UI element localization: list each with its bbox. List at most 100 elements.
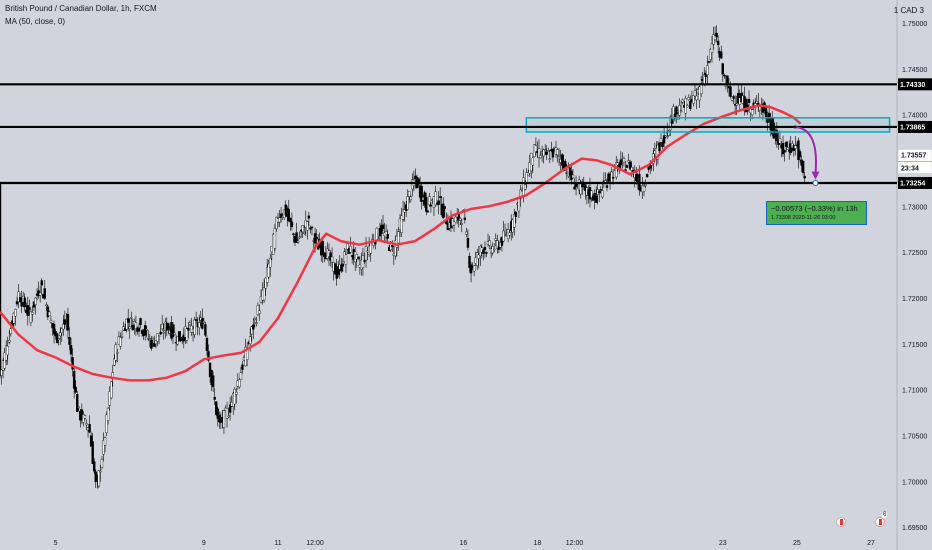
candle-up [157,335,161,337]
candle-down [295,232,298,243]
candle-up [615,161,618,178]
x-tick-label: 9 [202,540,206,547]
candle-up [556,149,559,156]
candle-up [750,109,754,116]
chart-title: British Pound / Canadian Dollar, 1h, FXC… [5,4,157,13]
candle-down [194,319,198,321]
candle-down [726,75,729,84]
economic-event-flag-icon[interactable] [836,517,847,527]
candle-down [341,263,345,267]
candle-up [239,372,243,380]
projection-arrow[interactable] [794,125,818,174]
candle-up [408,191,411,197]
candle-down [315,237,318,240]
candle-up [34,297,37,305]
candle-up [687,97,691,100]
candle-up [106,407,110,421]
candle-up [493,248,496,251]
candle-down [357,257,360,259]
candle-down [68,337,71,345]
candle-down [363,260,366,262]
measure-anchor-point[interactable] [812,179,819,186]
candle-up [193,319,196,336]
candle-up [401,209,405,220]
candle-down [675,106,678,115]
candle-down [216,408,219,419]
candle-up [253,318,257,320]
candle-down [767,112,771,121]
candle-up [255,322,258,324]
candle-up [679,110,683,112]
candle-up [3,352,6,369]
candle-down [290,221,294,228]
axis-info-badge [897,148,932,162]
candle-up [659,137,663,143]
candle-up [397,231,400,244]
candle-up [543,149,547,151]
candle-down [329,252,332,261]
candle-down [381,224,385,229]
y-tick-label: 1.71000 [902,388,927,395]
candle-down [720,51,723,59]
candle-down [215,401,218,415]
candle-up [238,379,241,388]
candle-down [153,343,156,347]
candle-down [337,267,340,276]
candle-up [330,256,334,263]
candle-down [69,345,73,355]
candle-down [783,150,786,153]
axis-info-text: 23:34 [901,165,919,172]
candle-down [707,61,711,63]
candle-down [66,313,70,331]
candle-up [460,223,463,225]
candle-down [219,421,223,423]
axis-info-badge [897,161,932,174]
price-label-badge [898,176,932,189]
candle-up [502,230,505,242]
candle-down [721,63,724,75]
resistance-zone-rectangle[interactable] [525,117,891,133]
economic-event-flag-icon[interactable] [875,517,885,527]
candle-down [88,424,91,433]
candle-up [664,135,667,138]
candle-up [120,335,124,338]
candle-up [148,338,152,340]
candle-up [794,145,797,149]
candle-down [599,188,602,191]
candle-down [781,142,785,155]
x-tick-label: 16 [459,540,467,547]
candle-down [443,206,446,209]
candle-up [695,95,698,101]
candle-down [551,148,555,158]
indicator-legend[interactable]: MA (50, close, 0) [5,17,66,26]
candle-down [797,140,800,161]
candle-up [400,215,403,234]
candle-up [14,309,17,317]
candle-down [292,233,295,235]
candle-up [222,410,226,428]
y-tick-label: 1.69500 [902,525,927,532]
x-tick-label: 12:00 [306,540,324,547]
candle-up [406,196,409,210]
candle-up [496,240,499,249]
candle-up [162,331,165,334]
candle-down [207,351,210,361]
candle-up [99,470,102,473]
candle-up [248,336,252,345]
candle-up [706,65,709,75]
candle-down [74,386,77,393]
measure-details: 1.73308 2020-11-26 03:00 [771,215,835,221]
candle-up [681,99,684,103]
candle-down [789,143,792,153]
candle-down [704,72,708,77]
candle-down [798,151,802,158]
candle-down [15,301,19,305]
candle-up [534,145,538,152]
measure-price: 1.73308 [771,215,791,221]
candle-down [321,241,324,255]
candle-down [715,32,718,38]
candle-up [454,216,457,223]
candle-up [8,339,11,343]
candle-down [93,461,96,472]
